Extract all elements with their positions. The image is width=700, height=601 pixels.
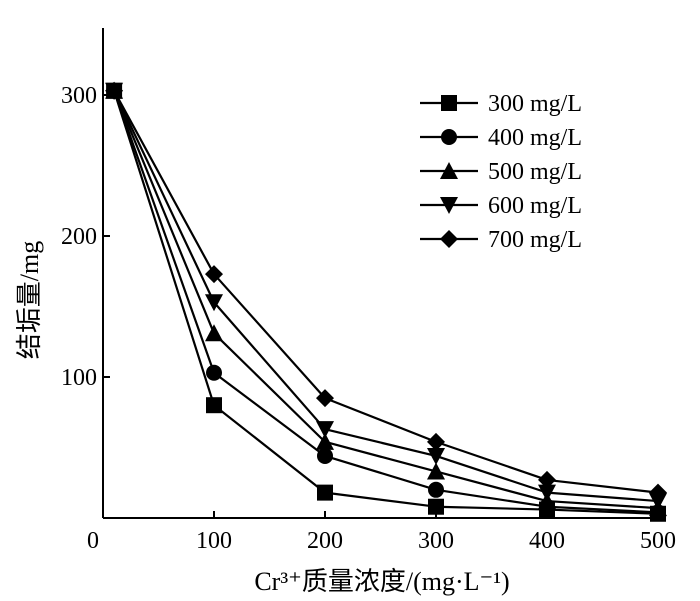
legend-label: 500 mg/L <box>488 159 582 185</box>
legend-marker <box>440 162 458 179</box>
legend-marker <box>440 230 458 248</box>
data-point <box>428 498 444 515</box>
series-400-mg-l <box>106 82 666 521</box>
y-tick-label: 100 <box>61 365 97 391</box>
data-point <box>206 397 222 414</box>
legend-marker <box>441 129 457 145</box>
data-point <box>427 432 445 451</box>
series-600-mg-l <box>105 82 667 511</box>
series-line <box>113 90 659 515</box>
legend-item: 600 mg/L <box>420 193 582 219</box>
y-axis-title: 结垢量/mg <box>15 241 44 359</box>
legend-label: 700 mg/L <box>488 227 582 253</box>
data-point <box>205 294 223 312</box>
series-line <box>113 90 659 494</box>
legend-marker <box>441 95 457 111</box>
data-point <box>316 389 334 408</box>
y-tick-label: 300 <box>61 83 97 109</box>
data-point <box>427 462 445 480</box>
legend-marker <box>440 197 458 214</box>
series-line <box>113 90 659 503</box>
data-point <box>649 483 667 502</box>
x-tick-label: 400 <box>529 528 565 554</box>
y-tick-label: 200 <box>61 224 97 250</box>
data-point <box>205 265 223 284</box>
legend-item: 400 mg/L <box>420 125 582 151</box>
data-point <box>538 484 556 502</box>
legend-item: 700 mg/L <box>420 227 582 253</box>
x-tick-label: 300 <box>418 528 454 554</box>
data-point <box>428 481 444 498</box>
data-point <box>427 447 445 465</box>
legend-label: 400 mg/L <box>488 125 582 151</box>
data-point <box>205 324 223 342</box>
data-point <box>317 447 333 464</box>
series-line <box>113 90 659 514</box>
series-layer <box>105 81 667 522</box>
x-axis-title: Cr³⁺质量浓度/(mg·L⁻¹) <box>254 567 509 596</box>
x-tick-label: 500 <box>640 528 676 554</box>
legend: 300 mg/L 400 mg/L 500 mg/L 600 mg/L 700 mg/L <box>420 91 582 253</box>
axes <box>102 28 662 519</box>
x-tick-label: 100 <box>196 528 232 554</box>
data-point <box>206 364 222 381</box>
data-point <box>316 432 334 450</box>
legend-item: 300 mg/L <box>420 91 582 117</box>
x-tick-label: 200 <box>307 528 343 554</box>
x-tick-label: 0 <box>87 528 99 554</box>
legend-item: 500 mg/L <box>420 159 582 185</box>
series-500-mg-l <box>105 81 667 517</box>
series-700-mg-l <box>105 81 667 502</box>
legend-label: 600 mg/L <box>488 193 582 219</box>
data-point <box>317 484 333 501</box>
series-line <box>113 90 659 510</box>
data-point <box>316 421 334 439</box>
y-ticks: 100 200 300 <box>61 83 110 391</box>
data-point <box>105 81 124 100</box>
data-point <box>538 470 556 489</box>
legend-label: 300 mg/L <box>488 91 582 117</box>
